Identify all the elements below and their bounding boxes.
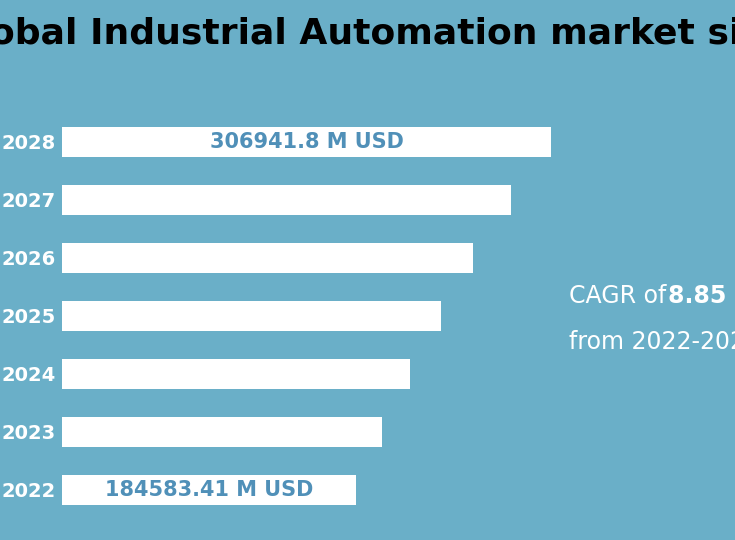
Text: Global Industrial Automation market size: Global Industrial Automation market size (0, 16, 735, 50)
Text: 8.85 %: 8.85 % (667, 284, 735, 308)
Bar (62, 243, 473, 273)
Bar (62, 417, 382, 447)
Bar (62, 475, 356, 505)
Bar (62, 359, 410, 389)
Text: CAGR of: CAGR of (569, 284, 674, 308)
Text: 184583.41 M USD: 184583.41 M USD (105, 480, 314, 500)
Text: 306941.8 M USD: 306941.8 M USD (210, 132, 404, 152)
Bar (62, 185, 512, 215)
Text: from 2022-2028: from 2022-2028 (569, 330, 735, 354)
Bar (62, 301, 441, 331)
Bar (62, 127, 551, 157)
